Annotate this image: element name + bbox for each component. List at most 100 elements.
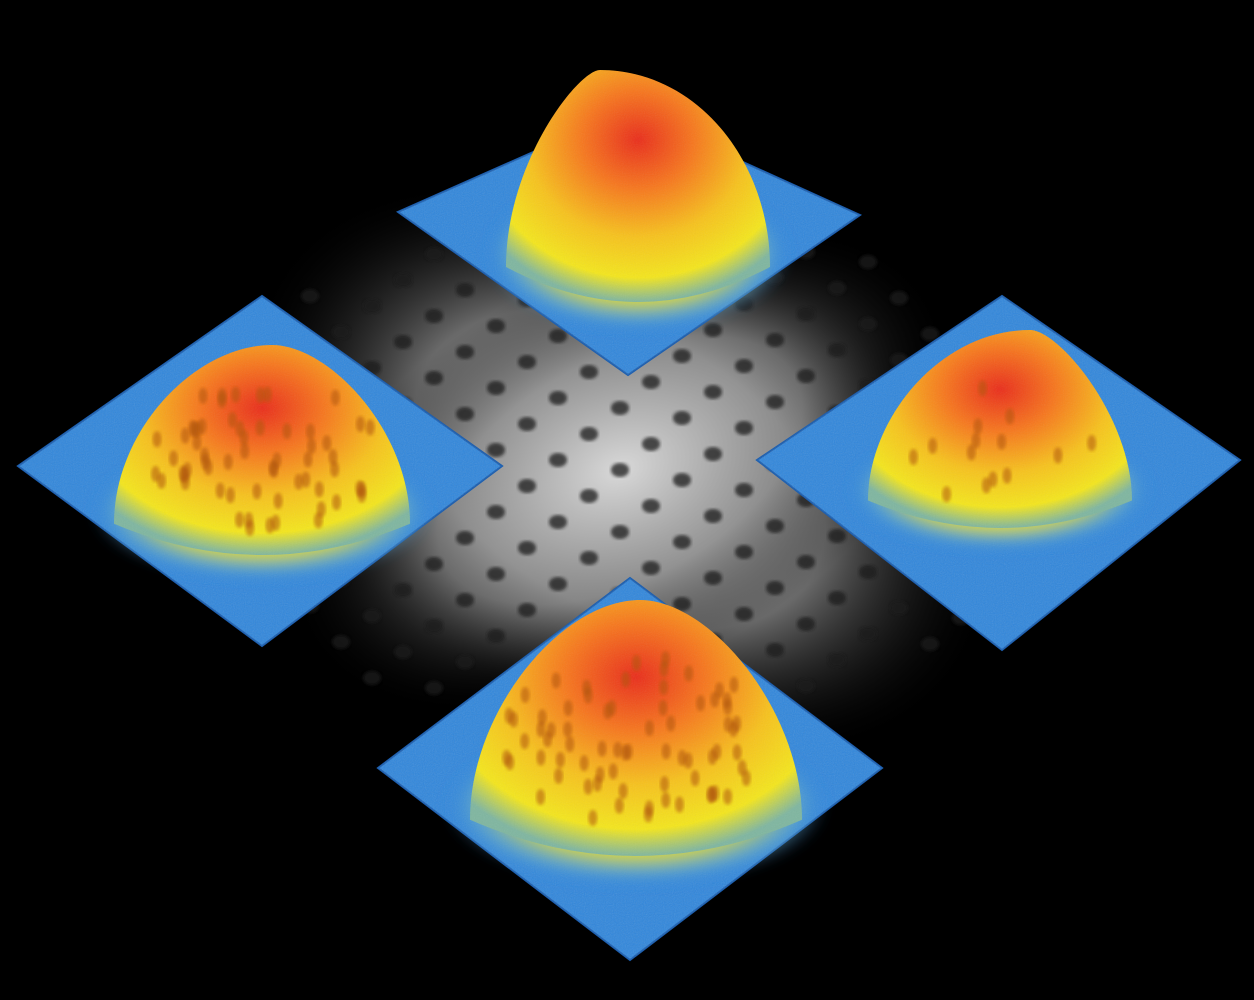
vortex-pit <box>255 386 265 403</box>
lattice-spot <box>921 327 939 341</box>
vortex-pit <box>660 776 670 793</box>
lattice-spot <box>642 561 660 575</box>
lattice-spot <box>425 681 443 695</box>
vortex-pit <box>737 759 747 776</box>
lattice-spot <box>549 577 567 591</box>
lattice-spot <box>487 629 505 643</box>
vortex-pit <box>666 715 676 732</box>
vortex-pit <box>579 755 589 772</box>
lattice-spot <box>673 535 691 549</box>
lattice-spot <box>735 421 753 435</box>
lattice-spot <box>425 309 443 323</box>
lattice-spot <box>704 571 722 585</box>
lattice-spot <box>859 627 877 641</box>
vortex-pit <box>182 462 192 479</box>
vortex-pit <box>674 796 684 813</box>
vortex-pit <box>966 444 976 461</box>
vortex-pit <box>197 418 207 435</box>
lattice-spot <box>332 325 350 339</box>
vortex-pit <box>328 448 338 465</box>
vortex-pit <box>240 443 250 460</box>
vortex-pit <box>536 789 546 806</box>
panel-top <box>395 70 863 377</box>
lattice-spot <box>859 317 877 331</box>
vortex-pit <box>707 785 717 802</box>
vortex-pit <box>565 736 575 753</box>
lattice-spot <box>828 281 846 295</box>
vortex-pit <box>520 733 530 750</box>
lattice-spot <box>549 391 567 405</box>
lattice-spot <box>394 273 412 287</box>
vortex-pit <box>215 482 225 499</box>
vortex-pit <box>262 386 272 403</box>
vortex-pit <box>1053 447 1063 464</box>
panel-bottom <box>376 576 884 962</box>
vortex-pit <box>301 471 311 488</box>
vortex-pit <box>365 419 375 436</box>
lattice-spot <box>766 643 784 657</box>
lattice-spot <box>642 499 660 513</box>
lattice-spot <box>394 583 412 597</box>
lattice-spot <box>518 417 536 431</box>
vortex-pit <box>563 700 573 717</box>
vortex-pit <box>1005 408 1015 425</box>
vortex-pit <box>282 423 292 440</box>
vortex-pit <box>1002 467 1012 484</box>
vortex-pit <box>555 751 565 768</box>
vortex-pit <box>305 423 315 440</box>
lattice-spot <box>766 519 784 533</box>
lattice-spot <box>735 545 753 559</box>
vortex-pit <box>357 486 367 503</box>
vortex-pit <box>200 453 210 470</box>
vortex-pit <box>942 486 952 503</box>
lattice-spot <box>642 375 660 389</box>
vortex-pit <box>563 721 573 738</box>
lattice-spot <box>394 335 412 349</box>
vortex-pit <box>235 511 245 528</box>
lattice-spot <box>394 645 412 659</box>
lattice-spot <box>363 299 381 313</box>
lattice-spot <box>766 395 784 409</box>
vortex-pit <box>554 767 564 784</box>
vortex-pit <box>551 672 561 689</box>
vortex-pit <box>180 427 190 444</box>
vortex-pit <box>536 749 546 766</box>
lattice-spot <box>673 349 691 363</box>
vortex-pit <box>592 775 602 792</box>
vortex-pit <box>225 487 235 504</box>
vortex-pit <box>732 744 742 761</box>
lattice-spot <box>518 603 536 617</box>
lattice-spot <box>673 473 691 487</box>
vortex-pit <box>272 452 282 469</box>
vortex-pit <box>235 420 245 437</box>
vortex-pit <box>536 721 546 738</box>
vortex-pit <box>659 679 669 696</box>
lattice-spot <box>549 515 567 529</box>
lattice-spot <box>704 447 722 461</box>
vortex-pit <box>231 386 241 403</box>
panel-left <box>16 294 504 648</box>
lattice-spot <box>735 359 753 373</box>
lattice-spot <box>487 567 505 581</box>
vortex-pit <box>316 501 326 518</box>
vortex-pit <box>543 731 553 748</box>
vortex-pit <box>608 763 618 780</box>
lattice-spot <box>642 437 660 451</box>
lattice-spot <box>425 371 443 385</box>
vortex-pit <box>583 778 593 795</box>
vortex-pit <box>631 655 641 672</box>
vortex-pit <box>621 671 631 688</box>
lattice-spot <box>425 557 443 571</box>
vortex-pit <box>1087 435 1097 452</box>
lattice-spot <box>766 581 784 595</box>
vortex-pit <box>198 387 208 404</box>
lattice-spot <box>859 565 877 579</box>
center-lattice-image <box>208 180 1032 760</box>
lattice-spot <box>487 443 505 457</box>
lattice-spot <box>673 597 691 611</box>
vortex-pit <box>223 453 233 470</box>
vortex-pit <box>988 471 998 488</box>
vortex-pit <box>355 416 365 433</box>
vortex-pit <box>255 419 265 436</box>
